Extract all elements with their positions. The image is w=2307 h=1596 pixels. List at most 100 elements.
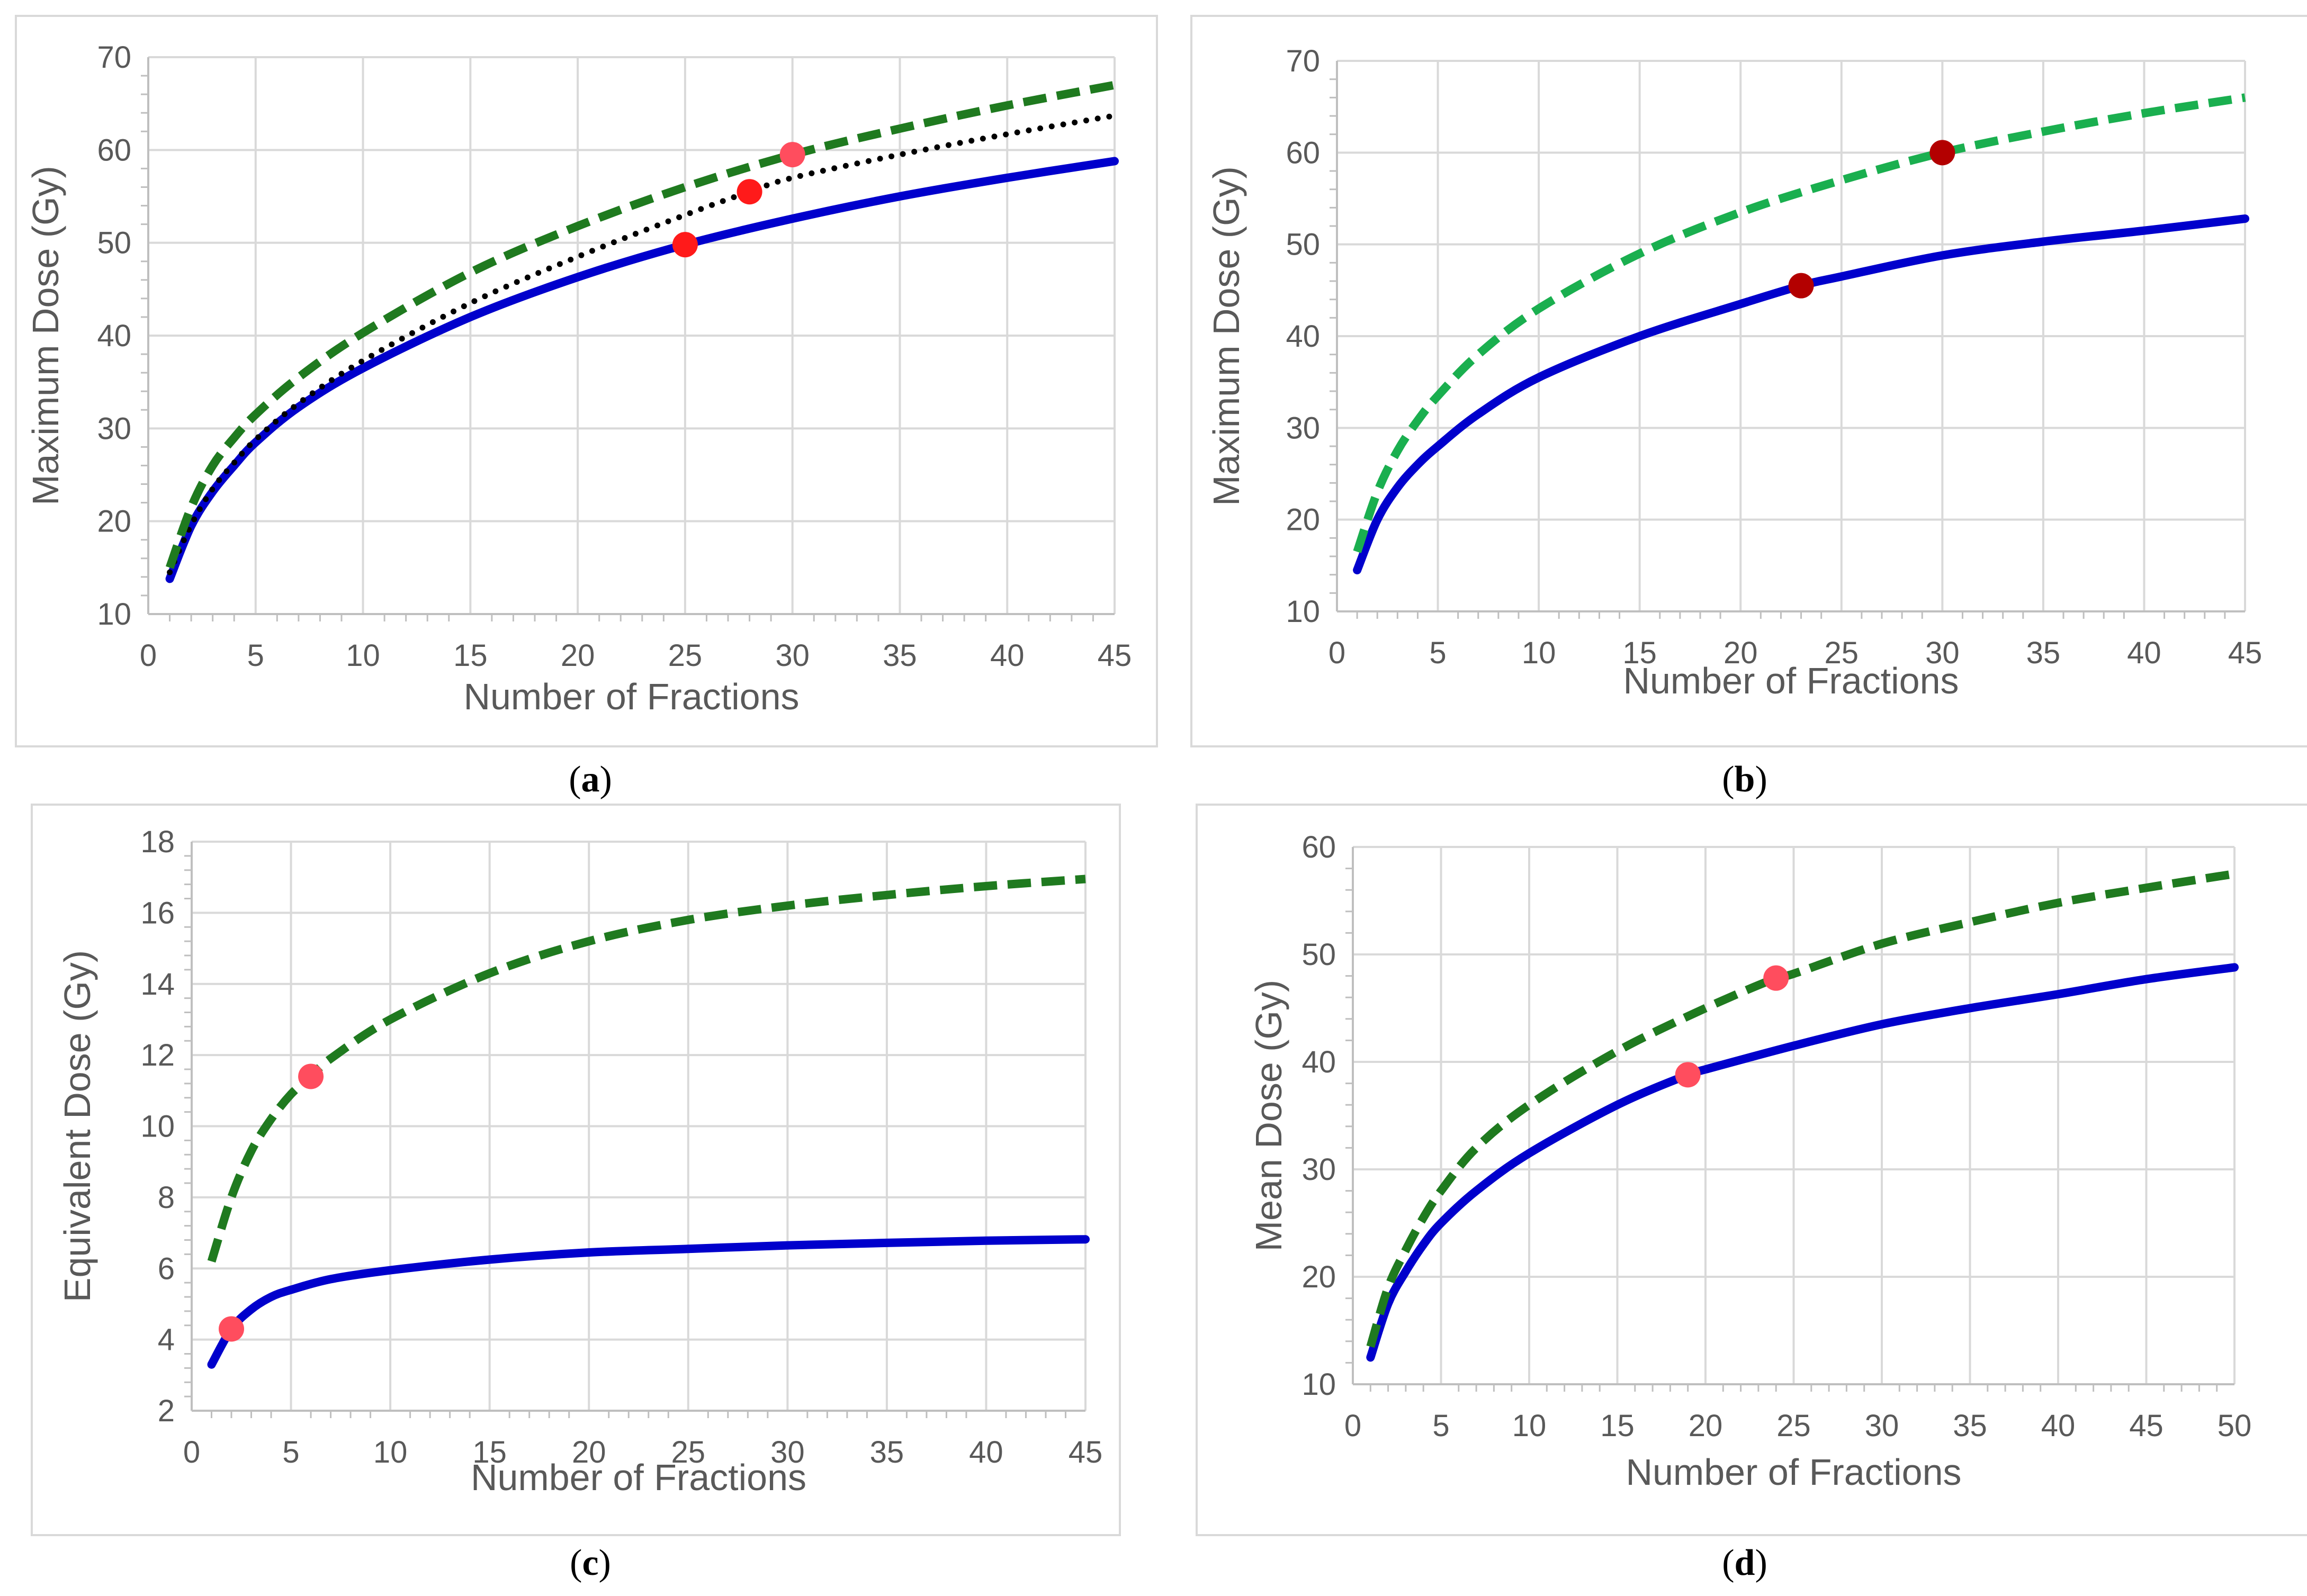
panel-d-xtick-label: 30	[1865, 1409, 1899, 1443]
panel-d-xtick-label: 15	[1600, 1409, 1635, 1443]
panel-c-xtick-label: 35	[870, 1435, 904, 1469]
panel-a-xtick-label: 25	[668, 638, 703, 673]
caption-d: (d)	[1722, 1543, 1767, 1583]
panel-a-xtick-label: 15	[453, 638, 488, 673]
panel-b-ytick-label: 20	[1286, 503, 1320, 537]
panel-a-ytick-label: 40	[97, 319, 131, 353]
panel-a-frame	[15, 15, 1158, 747]
panel-c-series-dashed-green	[207, 874, 1086, 1263]
panel-a-xlabel: Number of Fractions	[463, 676, 799, 717]
panel-b-xtick-label: 45	[2228, 636, 2263, 670]
panel-d-marker-1	[1675, 1062, 1701, 1088]
panel-a-ytick-label: 30	[97, 411, 131, 446]
panel-a-marker-1	[672, 232, 698, 258]
panel-c-ytick-label: 14	[140, 967, 175, 1002]
panel-c-xtick-label: 0	[183, 1435, 200, 1469]
panel-c-xtick-label: 40	[969, 1435, 1003, 1469]
panel-a-xtick-label: 10	[346, 638, 380, 673]
panel-a-xtick-label: 35	[883, 638, 917, 673]
panel-d-ylabel: Mean Dose (Gy)	[1248, 980, 1289, 1251]
panel-a-ytick-label: 70	[97, 40, 131, 75]
panel-c-xtick-label: 30	[770, 1435, 805, 1469]
panel-d-ytick-label: 20	[1301, 1260, 1336, 1294]
panel-b-xtick-label: 40	[2127, 636, 2161, 670]
panel-d-ytick-label: 10	[1301, 1367, 1336, 1402]
panel-c-ytick-label: 18	[140, 825, 175, 859]
panel-a-ylabel: Maximum Dose (Gy)	[25, 166, 66, 506]
panel-c-marker-2	[298, 1063, 324, 1089]
panel-c-xtick-label: 15	[472, 1435, 507, 1469]
panel-c-series-solid-blue	[207, 1235, 1090, 1369]
panel-a-marker-3	[779, 142, 805, 168]
panel-d-xtick-label: 35	[1953, 1409, 1987, 1443]
panel-a-series-dashed-green	[166, 80, 1116, 569]
panel-d-ytick-label: 60	[1301, 830, 1336, 864]
panel-c-marker-1	[219, 1316, 245, 1342]
panel-c-chart: 0 5 10 15 20 25 30 35 40 45 2 4 6 8 10 12 14 16 18 Number o…	[31, 804, 1121, 1536]
panel-a-xtick-label: 5	[247, 638, 264, 673]
panel-d-xtick-label: 5	[1432, 1409, 1449, 1443]
panel-c-ytick-label: 10	[140, 1110, 175, 1144]
panel-d-xtick-label: 50	[2218, 1409, 2252, 1443]
panel-b-ytick-label: 70	[1286, 44, 1320, 78]
panel-b-xlabel: Number of Fractions	[1623, 660, 1959, 701]
panel-a-xtick-label: 40	[990, 638, 1025, 673]
panel-b-frame	[1190, 15, 2307, 747]
panel-c-frame	[31, 804, 1121, 1536]
panel-d-ytick-label: 50	[1301, 937, 1336, 972]
panel-a-chart: 0 5 10 15 20 25 30 35 40 45 10 20 30 40 50 60 70 Number o…	[15, 15, 1158, 747]
panel-d-series-dashed-green	[1366, 869, 2236, 1348]
panel-d-xlabel: Number of Fractions	[1626, 1451, 1961, 1493]
panel-b-ytick-label: 30	[1286, 411, 1320, 445]
panel-a-xtick-label: 30	[775, 638, 810, 673]
panel-b-xtick-label: 0	[1328, 636, 1345, 670]
panel-b-marker-1	[1788, 273, 1814, 299]
caption-c: (c)	[570, 1543, 611, 1583]
panel-d-xtick-label: 10	[1512, 1409, 1547, 1443]
panel-b-chart: 0 5 10 15 20 25 30 35 40 45 10 20 30 40 50 60 70 Number o…	[1190, 15, 2307, 747]
panel-d-xtick-label: 20	[1689, 1409, 1723, 1443]
panel-c-xlabel: Number of Fractions	[471, 1457, 806, 1498]
panel-a-series-solid-blue	[165, 157, 1119, 583]
panel-b-series-solid-blue	[1353, 214, 2249, 574]
panel-c-ytick-label: 16	[140, 896, 175, 930]
panel-b-xtick-label: 35	[2026, 636, 2061, 670]
panel-d-chart: 0 5 10 15 20 25 30 35 40 45 50 10 20 30 40 50 60 Number o…	[1196, 804, 2307, 1536]
panel-b-xtick-label: 10	[1522, 636, 1556, 670]
panel-d-marker-2	[1763, 965, 1789, 991]
panel-a-xtick-label: 0	[140, 638, 157, 673]
panel-c-ytick-label: 6	[158, 1251, 175, 1286]
panel-c-xtick-label: 5	[282, 1435, 299, 1469]
panel-a-ytick-label: 60	[97, 133, 131, 167]
panel-c-ytick-label: 4	[158, 1323, 175, 1357]
panel-c-ytick-label: 2	[158, 1394, 175, 1428]
panel-b-xtick-label: 30	[1925, 636, 1960, 670]
panel-d-xtick-label: 25	[1776, 1409, 1811, 1443]
panel-a-ytick-label: 10	[97, 597, 131, 632]
panel-d-ytick-label: 40	[1301, 1045, 1336, 1079]
panel-a-xtick-label: 45	[1098, 638, 1132, 673]
panel-b-xtick-label: 5	[1429, 636, 1446, 670]
panel-c-ytick-label: 12	[140, 1038, 175, 1072]
panel-c-xtick-label: 25	[671, 1435, 706, 1469]
panel-a-ytick-label: 20	[97, 504, 131, 539]
panel-c-xtick-label: 20	[572, 1435, 606, 1469]
panel-c-ylabel: Equivalent Dose (Gy)	[57, 950, 98, 1302]
panel-c-ytick-label: 8	[158, 1180, 175, 1215]
panel-b-series-dashed-green	[1353, 93, 2246, 553]
panel-b-ytick-label: 10	[1286, 594, 1320, 629]
panel-d-xtick-label: 40	[2041, 1409, 2076, 1443]
panel-a-marker-2	[737, 179, 762, 205]
panel-a-xtick-label: 20	[561, 638, 595, 673]
panel-c-xtick-label: 10	[373, 1435, 408, 1469]
panel-b-ytick-label: 50	[1286, 228, 1320, 262]
panel-a-series-dotted-black	[167, 113, 1118, 575]
panel-d-ytick-label: 30	[1301, 1152, 1336, 1187]
panel-b-xtick-label: 25	[1825, 636, 1859, 670]
panel-b-xtick-label: 15	[1622, 636, 1657, 670]
panel-b-ylabel: Maximum Dose (Gy)	[1206, 166, 1247, 506]
panel-a-ytick-label: 50	[97, 226, 131, 260]
panel-d-xtick-label: 0	[1344, 1409, 1361, 1443]
caption-b: (b)	[1722, 759, 1767, 800]
